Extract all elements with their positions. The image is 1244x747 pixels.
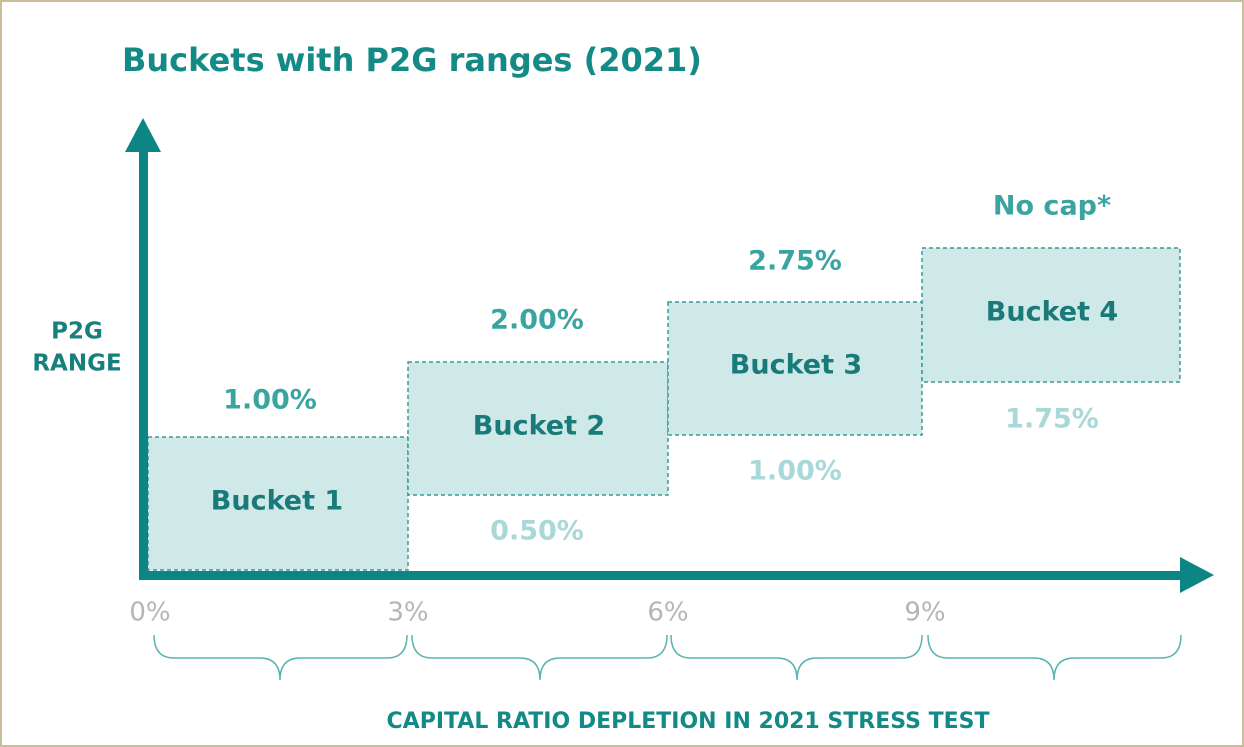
y-axis xyxy=(139,145,148,580)
braces xyxy=(153,634,1182,681)
axes xyxy=(125,118,1214,593)
bucket-box xyxy=(667,301,923,436)
brace xyxy=(153,634,408,681)
x-arrow xyxy=(1180,557,1214,593)
upper-bound: No cap* xyxy=(993,191,1111,222)
buckets: Bucket 1 Bucket 2 Bucket 3 Bucket 4 1.00… xyxy=(147,191,1181,571)
x-tick-label: 0% xyxy=(129,598,170,628)
brace xyxy=(927,634,1182,681)
bucket-name: Bucket 2 xyxy=(473,411,605,442)
x-axis xyxy=(139,571,1189,580)
x-axis-label: CAPITAL RATIO DEPLETION IN 2021 STRESS T… xyxy=(387,709,990,734)
upper-bound: 2.00% xyxy=(490,305,584,336)
lower-bound: 1.00% xyxy=(748,456,842,487)
brace xyxy=(670,634,923,681)
bucket-box xyxy=(921,247,1181,383)
upper-bound: 2.75% xyxy=(748,246,842,277)
x-tick-label: 6% xyxy=(647,598,688,628)
x-tick-label: 3% xyxy=(387,598,428,628)
x-tick-label: 9% xyxy=(904,598,945,628)
lower-bound: 1.75% xyxy=(1005,404,1099,435)
bucket-box xyxy=(407,361,669,496)
upper-bound: 1.00% xyxy=(223,385,317,416)
y-axis-label: P2G xyxy=(51,319,103,345)
lower-bound: 0.50% xyxy=(490,516,584,547)
bucket-box xyxy=(147,436,409,571)
y-axis-label: RANGE xyxy=(32,351,121,377)
brace xyxy=(411,634,668,681)
y-arrow xyxy=(125,118,161,152)
bucket-name: Bucket 1 xyxy=(211,486,343,517)
bucket-name: Bucket 3 xyxy=(730,350,862,381)
title: Buckets with P2G ranges (2021) xyxy=(122,41,702,79)
bucket-name: Bucket 4 xyxy=(986,297,1118,328)
